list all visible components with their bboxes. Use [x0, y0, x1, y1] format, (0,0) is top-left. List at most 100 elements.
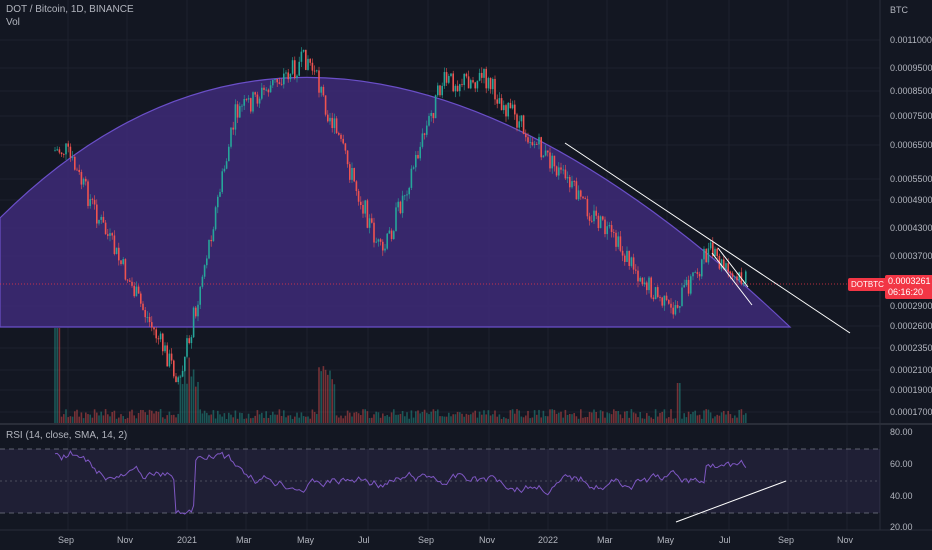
volume-bar — [725, 414, 727, 423]
candle-body — [624, 255, 626, 262]
volume-bar — [639, 412, 641, 423]
candle-body — [707, 248, 710, 263]
trendline-wedge-bottom[interactable] — [717, 247, 749, 288]
candle-body — [386, 233, 388, 249]
candlesticks[interactable] — [54, 47, 747, 385]
candle-body — [489, 78, 492, 90]
volume-bar — [470, 414, 472, 423]
volume-bar — [505, 418, 507, 423]
volume-bar — [643, 418, 646, 423]
candle-body — [582, 196, 584, 199]
candle-body — [96, 204, 98, 224]
candle-body — [687, 279, 690, 294]
volume-bar — [450, 416, 452, 423]
volume-bar — [681, 418, 683, 423]
candle-body — [661, 297, 663, 306]
volume-bar — [507, 418, 509, 423]
candle-body — [742, 282, 745, 285]
volume-bar — [267, 417, 270, 423]
volume-bar — [232, 417, 234, 423]
volume-bar — [674, 418, 677, 423]
candle-body — [637, 270, 639, 282]
volume-bar — [190, 376, 193, 423]
trendline-upper[interactable] — [564, 142, 851, 334]
candle-body — [692, 272, 694, 277]
candle-body — [74, 156, 76, 170]
volume-bar — [201, 413, 204, 423]
candle-body — [82, 178, 85, 185]
rsi-axis-label: 80.00 — [890, 427, 913, 437]
candle-body — [302, 49, 305, 52]
candle-body — [100, 216, 102, 220]
candle-body — [441, 85, 443, 96]
candle-body — [654, 287, 657, 300]
candle-body — [137, 286, 140, 294]
volume-bar — [131, 409, 133, 423]
volume-bar — [199, 409, 201, 423]
candle-body — [280, 83, 283, 85]
price-axis-label: 0.0002600 — [890, 321, 932, 331]
candle-body — [201, 276, 204, 287]
candle-body — [538, 137, 540, 145]
candle-body — [399, 201, 402, 214]
volume-bar — [272, 411, 274, 423]
candle-body — [300, 51, 303, 62]
candle-body — [562, 169, 564, 171]
candle-body — [591, 220, 593, 222]
volume-bar — [384, 416, 386, 423]
candle-body — [511, 104, 514, 109]
volume-bar — [432, 409, 435, 423]
volume-bar — [635, 413, 637, 423]
candle-body — [252, 92, 254, 112]
candle-body — [454, 85, 457, 92]
volume-bar — [397, 414, 399, 423]
trendline-wedge-top[interactable] — [711, 252, 753, 306]
volume-bar — [210, 414, 212, 423]
volume-bar — [76, 409, 78, 423]
candle-body — [452, 73, 454, 92]
candle-body — [318, 70, 320, 93]
price-axis-label: 0.0005500 — [890, 174, 932, 184]
volume-bar — [313, 411, 316, 423]
volume-bar — [679, 383, 681, 423]
candle-body — [406, 194, 408, 196]
volume-bar — [485, 414, 487, 423]
candle-body — [648, 277, 650, 291]
volume-bar — [122, 416, 124, 423]
volume-bar — [98, 415, 100, 423]
candle-body — [505, 105, 507, 117]
volume-bar — [716, 414, 718, 423]
time-axis-label: Nov — [837, 535, 854, 545]
volume-bar — [181, 384, 184, 423]
volume-bar — [250, 418, 252, 423]
candle-body — [712, 242, 714, 257]
rsi-trendline[interactable] — [675, 480, 787, 523]
volume-bar — [186, 383, 188, 423]
volume-bar — [331, 379, 333, 423]
volume-bar — [718, 415, 721, 423]
candle-body — [714, 248, 716, 257]
candle-body — [113, 235, 116, 255]
candle-body — [98, 219, 100, 224]
candle-body — [60, 152, 63, 155]
volume-bars — [54, 328, 747, 423]
volume-bar — [170, 415, 173, 423]
volume-bar — [476, 417, 479, 423]
candle-body — [672, 307, 674, 315]
volume-bar — [540, 417, 542, 423]
volume-bar — [527, 410, 529, 423]
arc-drawing[interactable] — [0, 76, 792, 328]
candle-body — [316, 70, 318, 72]
volume-bar — [692, 411, 694, 423]
currency-label: BTC — [890, 5, 908, 15]
rsi-axis-label: 40.00 — [890, 491, 913, 501]
volume-bar — [157, 411, 160, 423]
volume-bar — [78, 416, 80, 423]
volume-bar — [353, 412, 355, 423]
volume-bar — [415, 411, 417, 423]
candle-body — [142, 303, 144, 310]
candle-body — [247, 98, 250, 100]
time-axis-label: Nov — [117, 535, 134, 545]
volume-bar — [401, 411, 404, 423]
